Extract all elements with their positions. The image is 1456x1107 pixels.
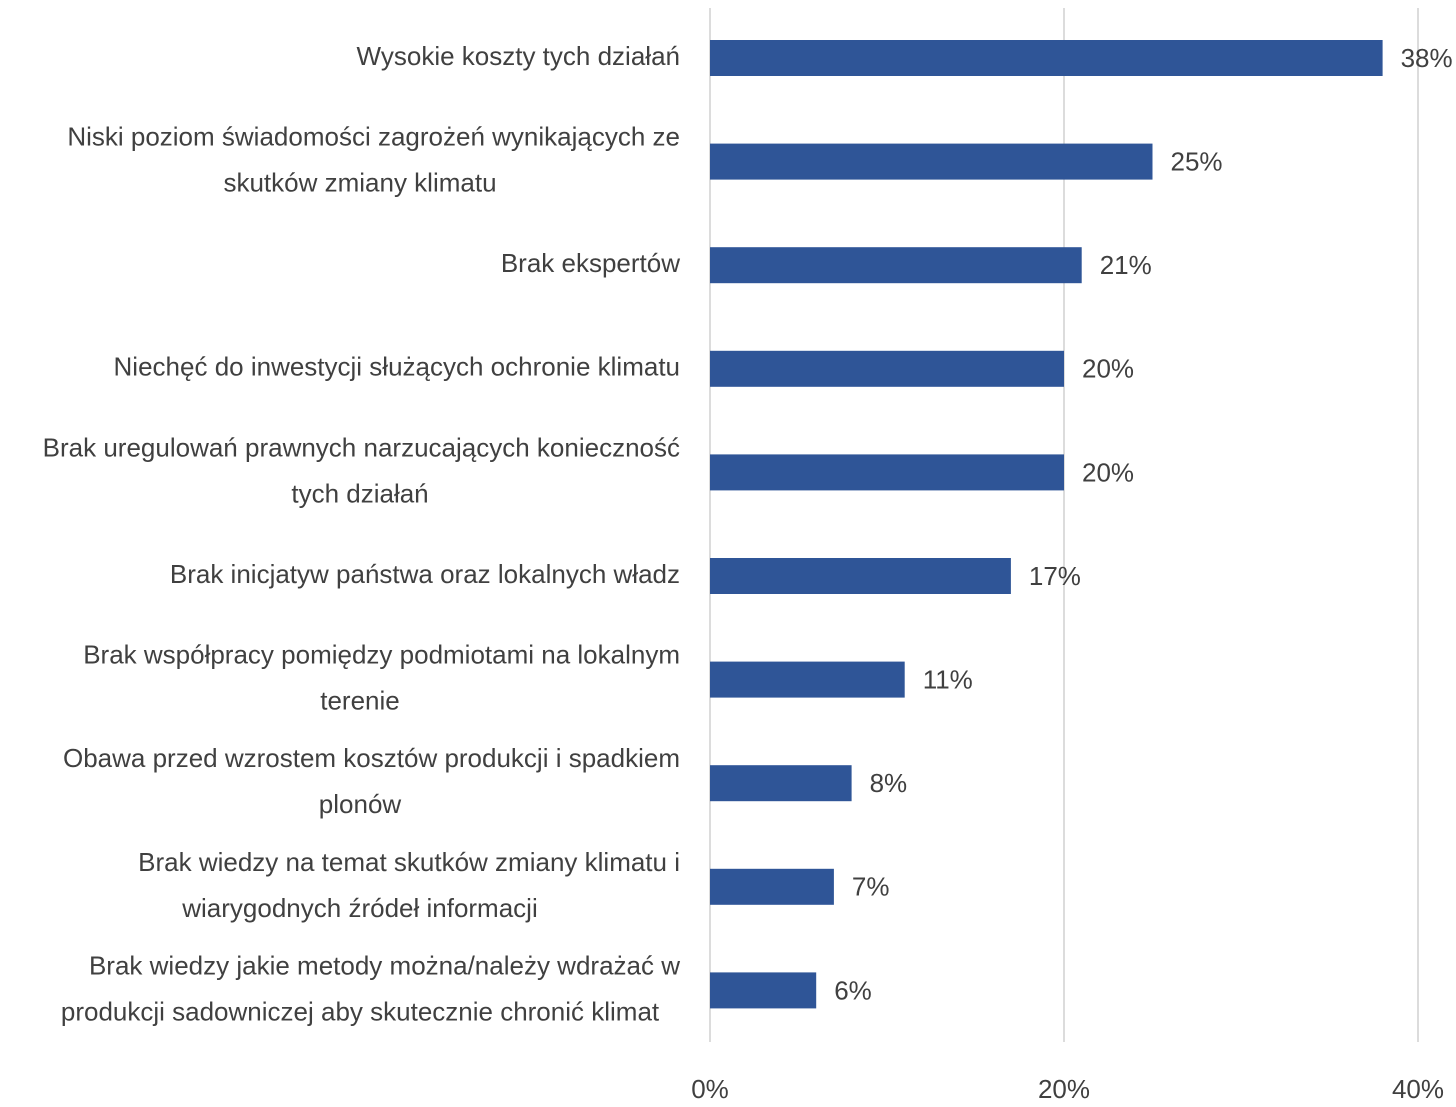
bar — [710, 765, 852, 802]
category-label-line: Brak wiedzy jakie metody można/należy wd… — [89, 950, 680, 980]
category-label-line: Brak współpracy pomiędzy podmiotami na l… — [83, 639, 680, 669]
category-label-line: produkcji sadowniczej aby skutecznie chr… — [61, 996, 660, 1026]
category-label: Obawa przed wzrostem kosztów produkcji i… — [63, 743, 680, 819]
category-label: Brak wiedzy jakie metody można/należy wd… — [61, 950, 680, 1026]
category-label-line: Brak uregulowań prawnych narzucających k… — [43, 432, 680, 462]
bar — [710, 350, 1064, 387]
data-label: 20% — [1082, 354, 1134, 384]
data-label: 17% — [1029, 561, 1081, 591]
category-label: Niski poziom świadomości zagrożeń wynika… — [67, 121, 680, 197]
category-label: Brak wiedzy na temat skutków zmiany klim… — [138, 847, 680, 923]
category-label-line: skutków zmiany klimatu — [223, 167, 496, 197]
bar — [710, 143, 1153, 180]
data-label: 25% — [1171, 146, 1223, 176]
category-label: Brak inicjatyw państwa oraz lokalnych wł… — [170, 559, 680, 589]
category-label: Niechęć do inwestycji służących ochronie… — [114, 352, 680, 382]
bar — [710, 558, 1011, 594]
category-label-line: Obawa przed wzrostem kosztów produkcji i… — [63, 743, 680, 773]
category-label-line: wiarygodnych źródeł informacji — [181, 893, 537, 923]
bar — [710, 661, 905, 698]
bar — [710, 972, 817, 1009]
x-tick-label: 40% — [1392, 1074, 1444, 1104]
data-label: 8% — [870, 768, 908, 798]
category-label: Brak ekspertów — [501, 248, 680, 278]
data-label: 21% — [1100, 250, 1152, 280]
data-label: 6% — [834, 975, 872, 1005]
category-label-line: Niski poziom świadomości zagrożeń wynika… — [67, 121, 680, 151]
data-label: 11% — [923, 664, 973, 694]
bar — [710, 247, 1082, 284]
category-label: Brak uregulowań prawnych narzucających k… — [43, 432, 680, 508]
category-label-line: plonów — [319, 789, 402, 819]
data-label: 7% — [852, 872, 890, 902]
data-label: 38% — [1401, 43, 1453, 73]
x-tick-label: 0% — [691, 1074, 729, 1104]
category-label: Wysokie koszty tych działań — [357, 41, 680, 71]
bar — [710, 40, 1383, 76]
bar — [710, 454, 1064, 491]
category-label: Brak współpracy pomiędzy podmiotami na l… — [83, 639, 680, 715]
category-label-line: Brak wiedzy na temat skutków zmiany klim… — [138, 847, 680, 877]
category-label-line: tych działań — [291, 478, 428, 508]
data-label: 20% — [1082, 457, 1134, 487]
bar — [710, 868, 834, 905]
category-label-line: terenie — [320, 685, 400, 715]
x-tick-label: 20% — [1038, 1074, 1090, 1104]
